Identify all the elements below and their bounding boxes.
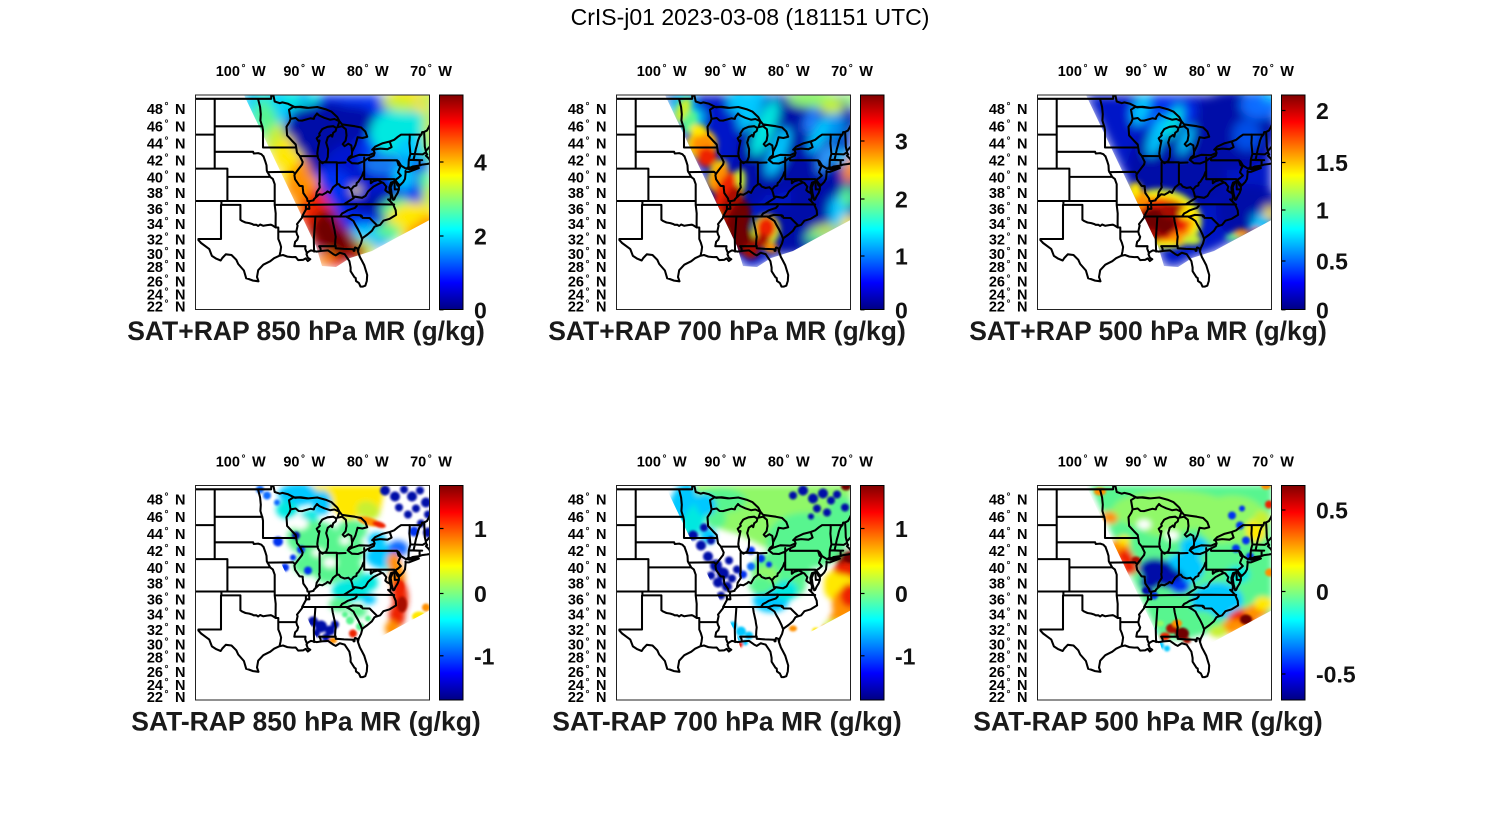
svg-text:4: 4 (474, 150, 487, 176)
svg-text:0: 0 (895, 581, 908, 607)
svg-text:SAT+RAP 850 hPa MR (g/kg): SAT+RAP 850 hPa MR (g/kg) (127, 316, 485, 346)
svg-text:2: 2 (895, 187, 908, 213)
svg-text:1: 1 (1316, 198, 1329, 224)
svg-text:0: 0 (895, 297, 908, 323)
svg-text:3: 3 (895, 129, 908, 155)
svg-text:1.5: 1.5 (1316, 150, 1348, 176)
svg-text:0: 0 (474, 581, 487, 607)
svg-text:-1: -1 (474, 643, 495, 669)
svg-text:0: 0 (1316, 297, 1329, 323)
svg-text:2: 2 (474, 224, 487, 250)
svg-text:1: 1 (895, 244, 908, 270)
svg-text:SAT-RAP 850 hPa MR (g/kg): SAT-RAP 850 hPa MR (g/kg) (131, 707, 480, 737)
svg-text:0: 0 (1316, 579, 1329, 605)
svg-text:1: 1 (895, 516, 908, 542)
svg-text:0.5: 0.5 (1316, 249, 1348, 275)
svg-text:SAT+RAP 700 hPa MR (g/kg): SAT+RAP 700 hPa MR (g/kg) (548, 316, 906, 346)
svg-text:1: 1 (474, 516, 487, 542)
svg-text:-1: -1 (895, 643, 916, 669)
svg-text:0: 0 (474, 297, 487, 323)
svg-text:SAT+RAP 500 hPa MR (g/kg): SAT+RAP 500 hPa MR (g/kg) (969, 316, 1327, 346)
svg-text:2: 2 (1316, 98, 1329, 124)
svg-text:-0.5: -0.5 (1316, 662, 1356, 688)
svg-text:0.5: 0.5 (1316, 498, 1348, 524)
svg-text:CrIS-j01 2023-03-08 (181151 UT: CrIS-j01 2023-03-08 (181151 UTC) (571, 4, 930, 30)
svg-text:SAT-RAP 500 hPa MR (g/kg): SAT-RAP 500 hPa MR (g/kg) (973, 707, 1322, 737)
svg-text:SAT-RAP 700 hPa MR (g/kg): SAT-RAP 700 hPa MR (g/kg) (552, 707, 901, 737)
